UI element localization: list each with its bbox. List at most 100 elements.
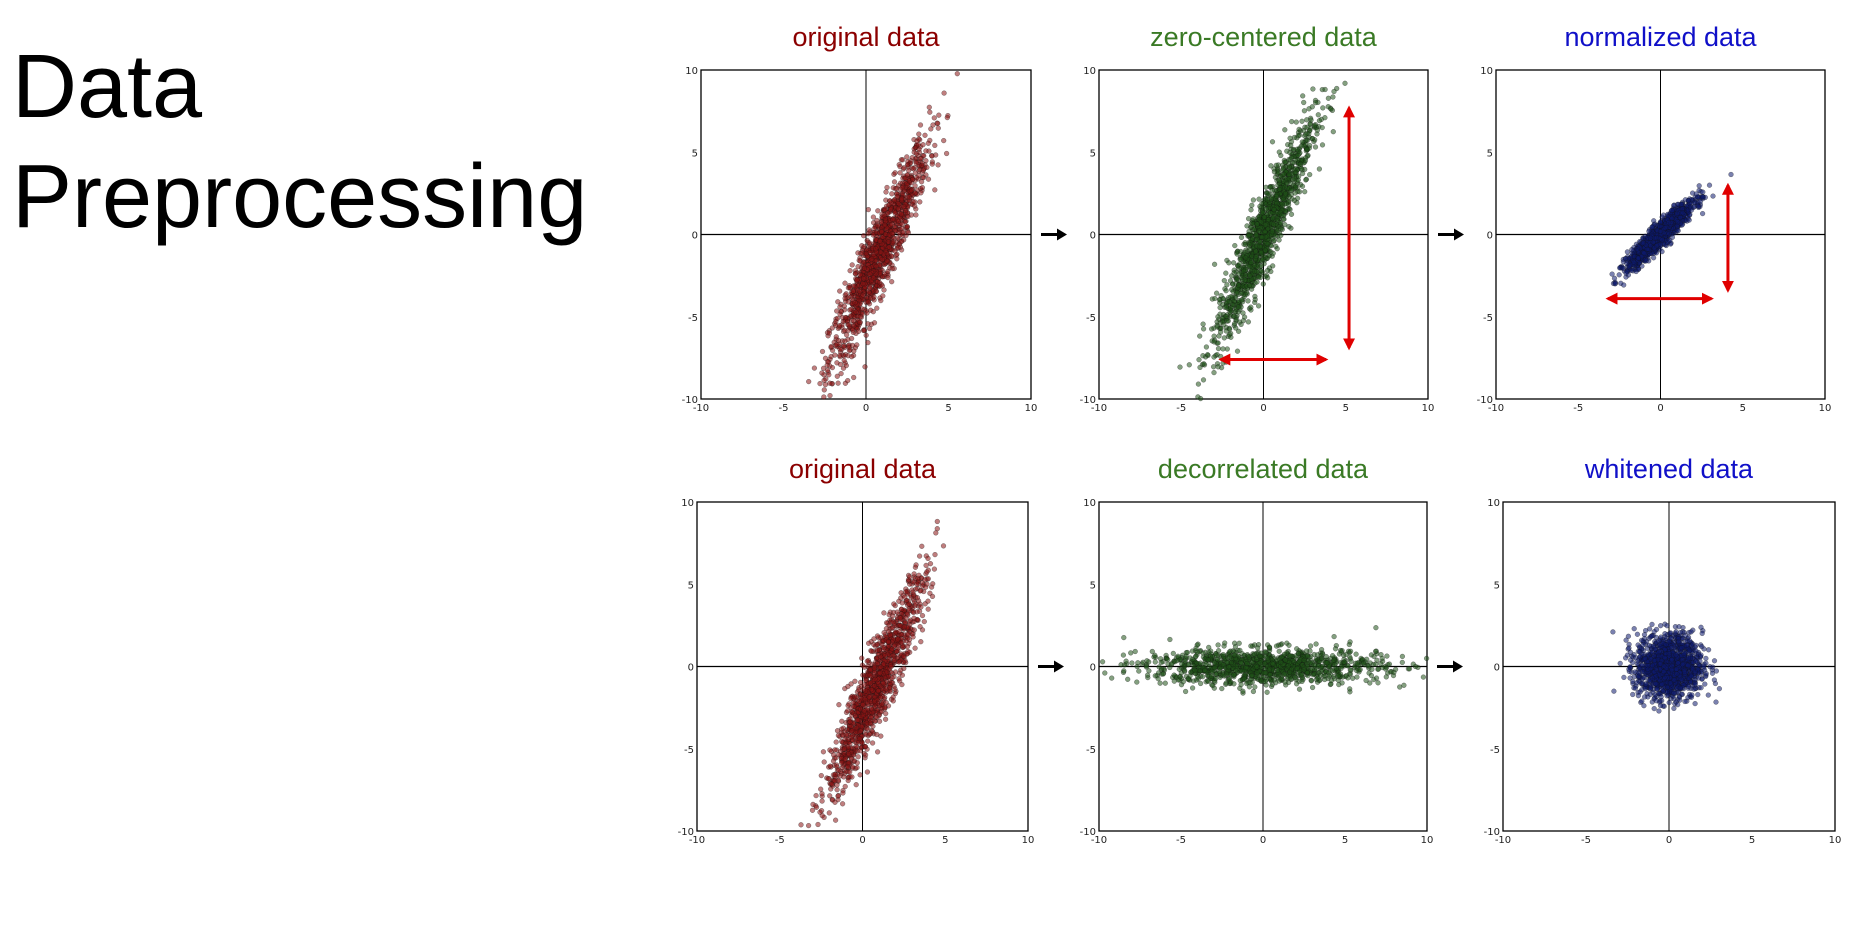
data-point: [1309, 104, 1315, 110]
data-point: [1211, 354, 1217, 360]
data-point: [851, 703, 857, 710]
data-point: [832, 771, 838, 778]
data-point: [837, 288, 843, 294]
data-point: [1678, 201, 1685, 207]
data-point: [1674, 210, 1680, 217]
data-point: [847, 769, 853, 775]
data-point: [857, 288, 863, 294]
data-point: [1249, 202, 1255, 208]
data-point: [1262, 247, 1268, 253]
data-point: [820, 749, 827, 755]
data-point: [935, 162, 941, 168]
data-point: [1669, 207, 1675, 214]
data-point: [1235, 328, 1242, 334]
data-point: [1269, 215, 1276, 221]
data-point: [1641, 250, 1647, 256]
data-point: [1132, 648, 1138, 655]
data-point: [821, 387, 827, 393]
data-point: [1302, 189, 1308, 195]
data-point: [1231, 313, 1237, 319]
data-point: [1300, 93, 1306, 99]
data-point: [890, 619, 896, 625]
data-point: [1660, 212, 1667, 218]
data-point: [1700, 189, 1706, 195]
y-tick-label: -5: [688, 313, 698, 324]
data-point: [1212, 295, 1218, 302]
data-point: [889, 191, 895, 197]
data-point: [1264, 275, 1271, 281]
data-point: [849, 354, 855, 360]
data-point: [913, 601, 919, 607]
data-point: [849, 262, 855, 268]
data-point: [1226, 326, 1233, 332]
data-point: [857, 319, 863, 326]
data-point: [888, 206, 894, 213]
data-point: [914, 609, 920, 615]
data-point: [864, 310, 870, 316]
data-point: [832, 778, 838, 784]
data-point: [898, 211, 904, 217]
data-point: [1273, 193, 1280, 199]
data-point: [1195, 381, 1202, 387]
y-tick-label: 5: [688, 580, 694, 591]
data-point: [885, 639, 891, 645]
data-point: [840, 790, 846, 796]
data-point: [862, 688, 869, 694]
data-point: [1221, 277, 1227, 284]
data-point: [867, 672, 873, 679]
data-point: [874, 647, 881, 653]
data-point: [916, 131, 922, 137]
data-point: [1680, 210, 1686, 216]
data-point: [1177, 364, 1183, 370]
data-point: [855, 263, 861, 270]
data-point: [925, 598, 931, 604]
data-point: [830, 752, 837, 758]
data-point: [1215, 314, 1221, 320]
data-point: [857, 314, 864, 320]
data-point: [927, 561, 934, 567]
data-point: [1235, 282, 1242, 288]
data-point: [880, 680, 886, 687]
data-point: [1248, 304, 1254, 310]
data-point: [1283, 201, 1289, 207]
data-point: [1650, 255, 1657, 261]
data-point: [1304, 117, 1310, 123]
data-point: [877, 280, 883, 286]
data-point: [1270, 221, 1277, 227]
data-point: [897, 170, 903, 176]
data-point: [1264, 197, 1271, 203]
data-point: [911, 627, 917, 633]
data-point: [1312, 144, 1319, 150]
data-point: [1252, 684, 1258, 690]
y-tick-label: -5: [1483, 313, 1493, 324]
y-tick-label: -10: [1080, 395, 1096, 406]
data-point: [1696, 183, 1702, 189]
data-point: [1287, 206, 1293, 213]
transform-arrow-icon: [1438, 228, 1464, 241]
data-point: [860, 327, 867, 334]
data-point: [859, 655, 865, 661]
data-point: [854, 342, 860, 348]
y-tick-label: 10: [1083, 66, 1096, 77]
data-point: [916, 146, 922, 152]
data-point: [836, 767, 842, 773]
plot-title: decorrelated data: [1158, 454, 1369, 484]
x-tick-label: 0: [1260, 403, 1266, 414]
data-point: [852, 299, 858, 306]
data-point: [854, 764, 860, 771]
data-point: [890, 698, 896, 704]
data-point: [867, 271, 873, 277]
data-point: [1302, 157, 1309, 164]
data-point: [1633, 268, 1639, 275]
data-point: [1693, 191, 1699, 197]
data-point: [1289, 118, 1295, 125]
data-point: [1276, 237, 1282, 243]
data-point: [1230, 260, 1237, 266]
data-point: [1649, 224, 1655, 230]
data-point: [865, 299, 871, 305]
data-point: [1296, 173, 1302, 179]
data-point: [1186, 362, 1192, 368]
y-tick-label: -10: [678, 827, 694, 838]
data-point: [1295, 133, 1301, 139]
data-point: [935, 120, 941, 127]
